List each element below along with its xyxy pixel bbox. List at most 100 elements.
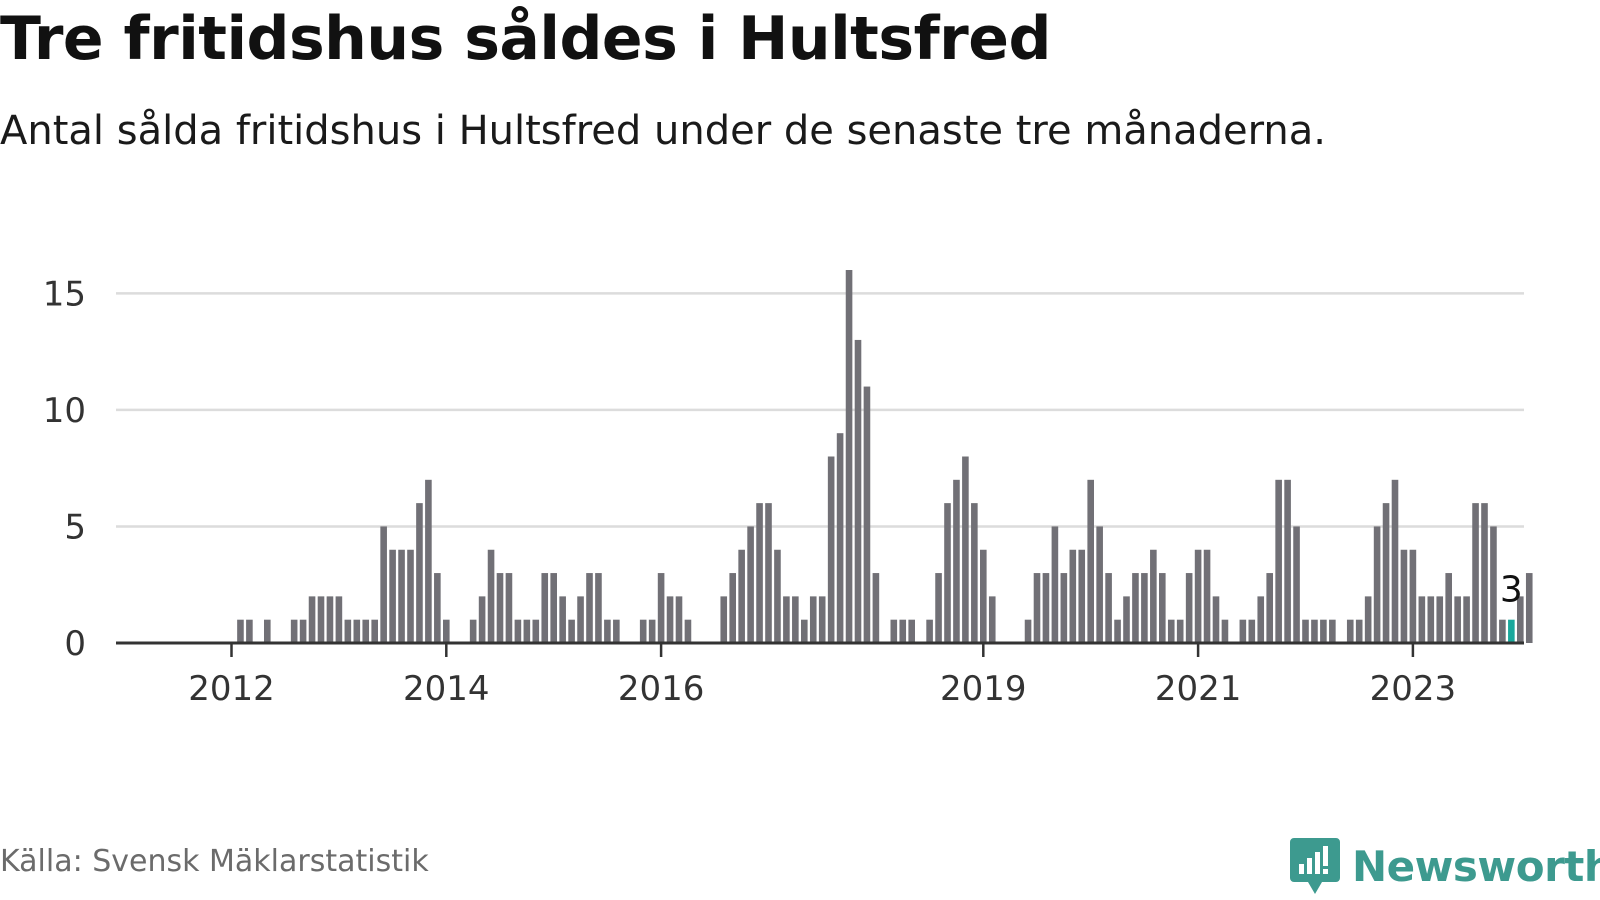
bar xyxy=(1123,596,1130,643)
bar xyxy=(675,596,683,643)
bar xyxy=(1024,619,1032,643)
bar xyxy=(1391,479,1399,643)
bar xyxy=(1257,596,1265,643)
bar xyxy=(425,479,432,643)
bar xyxy=(505,573,513,643)
x-tick-label: 2014 xyxy=(403,669,490,709)
bar xyxy=(1418,596,1426,643)
bar xyxy=(1159,573,1166,643)
bar xyxy=(747,526,754,643)
bar xyxy=(595,573,602,643)
bar xyxy=(299,619,307,643)
x-tick-label: 2021 xyxy=(1155,669,1242,709)
bar xyxy=(935,573,942,643)
bar xyxy=(980,549,987,643)
bar xyxy=(1427,596,1435,643)
bar xyxy=(639,619,647,643)
bar xyxy=(944,503,951,643)
x-tick-label: 2012 xyxy=(188,669,275,709)
bar xyxy=(523,619,531,643)
bar xyxy=(264,619,271,643)
bar xyxy=(1069,549,1077,643)
bar xyxy=(1060,573,1068,643)
bar xyxy=(1114,619,1121,643)
bar xyxy=(657,573,665,643)
bar xyxy=(666,596,674,643)
bar xyxy=(559,596,566,643)
bar xyxy=(1302,619,1309,643)
brand-logo: Newsworthy xyxy=(1290,838,1600,894)
bar xyxy=(586,573,593,643)
bar xyxy=(818,596,826,643)
bar xyxy=(926,619,933,643)
bar xyxy=(908,619,915,643)
bar xyxy=(1311,619,1318,643)
bar xyxy=(1490,526,1497,643)
bar xyxy=(1445,573,1452,643)
bar xyxy=(738,549,745,643)
bar xyxy=(783,596,790,643)
bar xyxy=(1266,573,1273,643)
bar xyxy=(246,619,253,643)
bar xyxy=(836,433,844,643)
bar xyxy=(1051,526,1059,643)
bar xyxy=(1078,549,1086,643)
bar xyxy=(1203,549,1211,643)
bar xyxy=(720,596,728,643)
bar xyxy=(308,596,316,643)
bar xyxy=(407,549,414,643)
bar xyxy=(792,596,799,643)
bar xyxy=(1141,573,1148,643)
bar xyxy=(872,573,880,643)
bar xyxy=(971,503,978,643)
bar xyxy=(1364,596,1372,643)
bar xyxy=(1248,619,1256,643)
bar xyxy=(613,619,620,643)
bar xyxy=(684,619,692,643)
bar xyxy=(1454,596,1461,643)
bar xyxy=(487,549,495,643)
bar xyxy=(729,573,736,643)
y-tick-label: 15 xyxy=(43,274,86,314)
bar xyxy=(988,596,996,643)
bar xyxy=(550,573,557,643)
bar xyxy=(1275,479,1282,643)
bar-value-label: 3 xyxy=(1500,570,1523,611)
bar xyxy=(532,619,540,643)
bar xyxy=(1320,619,1327,643)
source-note: Källa: Svensk Mäklarstatistik xyxy=(0,844,429,879)
bar xyxy=(774,549,781,643)
bar xyxy=(1096,526,1103,643)
bar xyxy=(1329,619,1336,643)
bar xyxy=(890,619,898,643)
bar xyxy=(801,619,808,643)
bar xyxy=(469,619,477,643)
bar xyxy=(1087,479,1094,643)
bar-highlight xyxy=(1508,619,1515,643)
bar xyxy=(827,456,835,643)
bar xyxy=(1176,619,1184,643)
bar xyxy=(577,596,584,643)
bar xyxy=(1463,596,1470,643)
bar xyxy=(845,270,853,643)
newsworthy-logo-icon xyxy=(1290,838,1340,894)
bar xyxy=(1221,619,1229,643)
brand-name: Newsworthy xyxy=(1352,841,1600,891)
bar xyxy=(1167,619,1175,643)
bar xyxy=(290,619,298,643)
bar xyxy=(1185,573,1193,643)
bar xyxy=(1355,619,1363,643)
bar xyxy=(443,619,450,643)
bar xyxy=(416,503,423,643)
bar xyxy=(389,549,396,643)
bar xyxy=(1409,549,1417,643)
bar xyxy=(648,619,656,643)
bar xyxy=(1194,549,1202,643)
bar xyxy=(1436,596,1444,643)
bar xyxy=(335,596,343,643)
bar xyxy=(1293,526,1300,643)
bar xyxy=(953,479,960,643)
page-title: Tre fritidshus såldes i Hultsfred xyxy=(0,4,1051,74)
bar xyxy=(1346,619,1354,643)
